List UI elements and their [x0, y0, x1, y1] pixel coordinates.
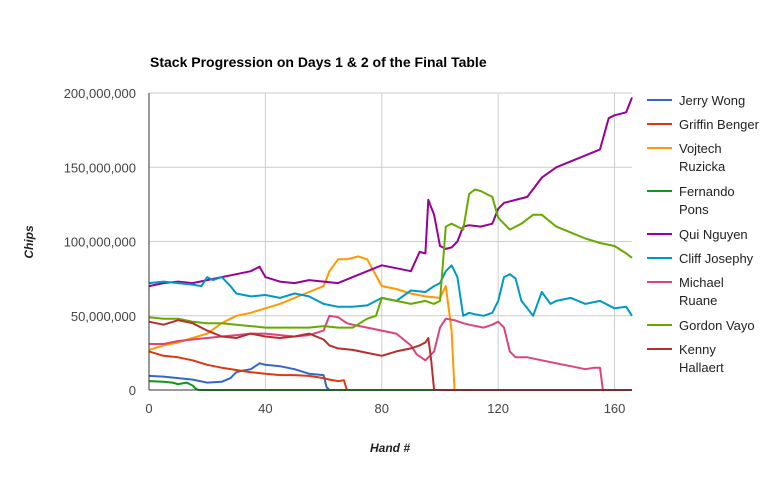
legend-item-jerry-wong: Jerry Wong — [647, 93, 745, 108]
series-line-jerry-wong — [148, 362, 632, 391]
legend: Jerry Wong Griffin Benger Vojtech Ruzicka Fe… — [647, 93, 760, 375]
legend-label: Qui Nguyen — [679, 227, 748, 242]
axes: 0 50,000,000 100,000,000 150,000,000 200,000… — [64, 86, 632, 416]
legend-label: Cliff Josephy — [679, 251, 754, 266]
y-tick-label: 0 — [129, 383, 136, 398]
legend-item-qui-nguyen: Qui Nguyen — [647, 227, 748, 242]
legend-label: Griffin Benger — [679, 117, 760, 132]
legend-item-michael-ruane: Michael Ruane — [647, 275, 724, 308]
legend-item-gordon-vayo: Gordon Vayo — [647, 318, 755, 333]
series-layer — [148, 97, 633, 391]
legend-item-fernando-pons: Fernando Pons — [647, 184, 735, 217]
x-tick-label: 80 — [375, 401, 389, 416]
y-tick-label: 50,000,000 — [71, 309, 136, 324]
series-line-griffin-benger — [148, 350, 632, 391]
x-tick-label: 120 — [487, 401, 509, 416]
y-tick-label: 200,000,000 — [64, 86, 136, 101]
legend-item-kenny-hallaert: Kenny Hallaert — [647, 342, 724, 375]
legend-item-cliff-josephy: Cliff Josephy — [647, 251, 754, 266]
legend-label: Kenny Hallaert — [679, 342, 724, 375]
legend-label: Jerry Wong — [679, 93, 745, 108]
legend-item-vojtech-ruzicka: Vojtech Ruzicka — [647, 141, 726, 174]
x-tick-label: 0 — [145, 401, 152, 416]
series-line-gordon-vayo — [148, 188, 633, 329]
series-line-kenny-hallaert — [148, 319, 632, 391]
series-line-vojtech-ruzicka — [148, 255, 632, 391]
series-line-cliff-josephy — [148, 264, 633, 317]
y-axis-title: Chips — [22, 225, 36, 259]
legend-label: Michael Ruane — [679, 275, 724, 308]
grid — [149, 92, 632, 390]
legend-item-griffin-benger: Griffin Benger — [647, 117, 760, 132]
x-axis-title: Hand # — [370, 441, 410, 455]
chart-title: Stack Progression on Days 1 & 2 of the F… — [150, 54, 487, 70]
x-tick-label: 160 — [604, 401, 626, 416]
legend-label: Gordon Vayo — [679, 318, 755, 333]
legend-label: Fernando Pons — [679, 184, 735, 217]
legend-label: Vojtech Ruzicka — [679, 141, 726, 174]
x-tick-label: 40 — [258, 401, 272, 416]
y-tick-label: 100,000,000 — [64, 235, 136, 250]
series-line-qui-nguyen — [148, 97, 633, 288]
y-tick-label: 150,000,000 — [64, 160, 136, 175]
